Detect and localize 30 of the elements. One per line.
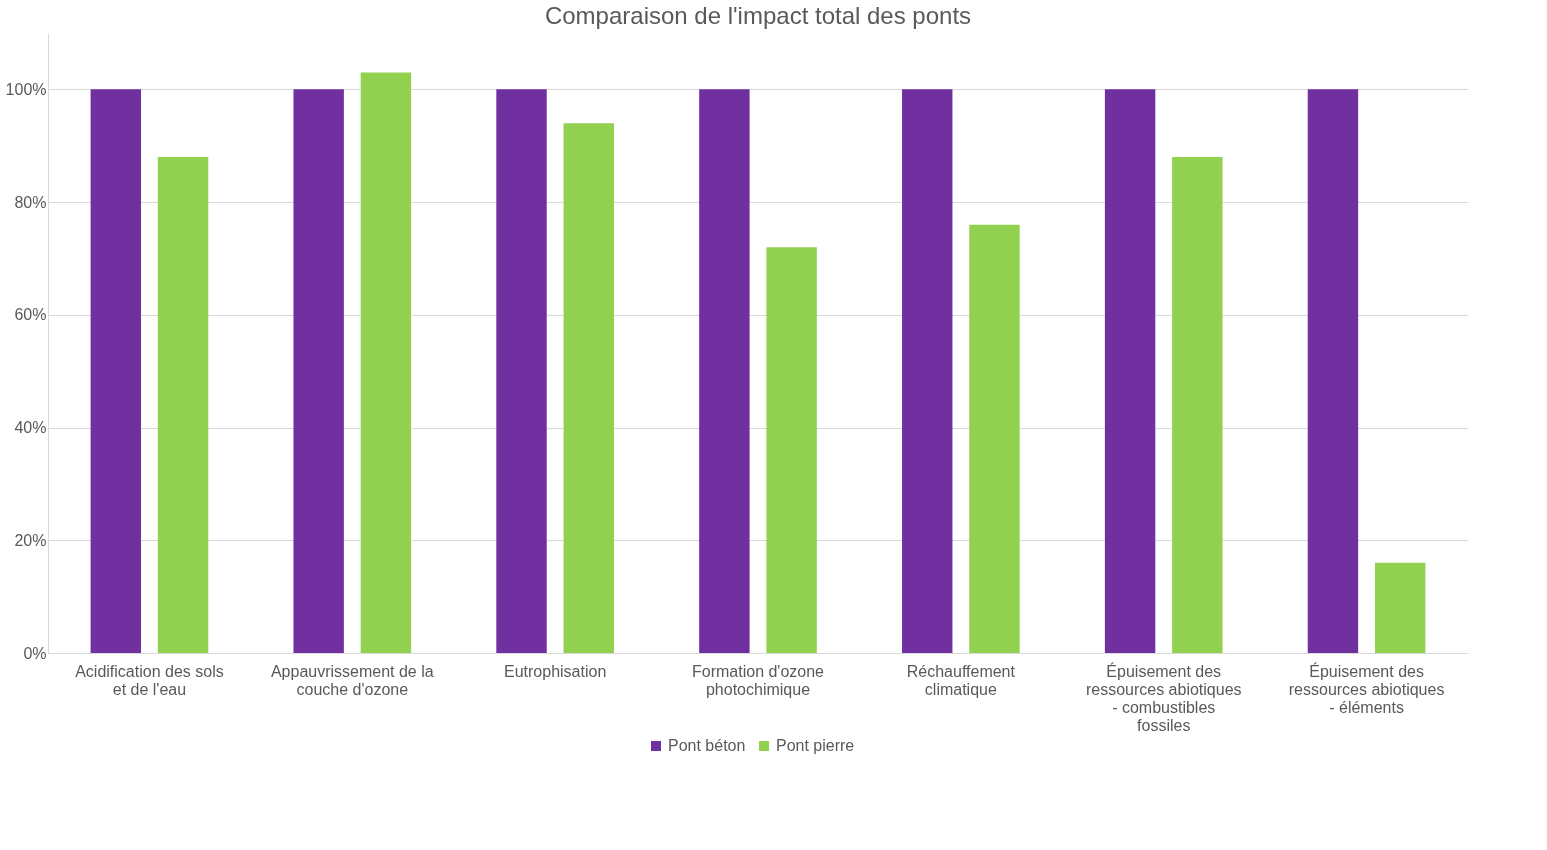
y-tick-label: 100%: [5, 80, 47, 98]
bar: [969, 224, 1020, 653]
bar: [1307, 89, 1359, 653]
y-tick-label: 0%: [23, 644, 47, 662]
bar: [1172, 157, 1223, 653]
bar: [1374, 562, 1426, 653]
x-tick-label: Acidification des sols et de l'eau: [75, 662, 224, 698]
bar: [563, 123, 614, 653]
x-tick-label: Appauvrissement de la couche d'ozone: [270, 662, 434, 698]
bar: [90, 89, 142, 653]
x-tick-label: Eutrophisation: [503, 662, 607, 680]
bar: [699, 89, 750, 653]
y-tick-label: 80%: [14, 193, 47, 211]
y-tick-label: 20%: [14, 531, 47, 549]
legend-label: Pont béton: [668, 737, 746, 754]
legend-label: Pont pierre: [776, 737, 855, 754]
bar: [902, 89, 953, 653]
x-tick-label: Réchauffement climatique: [906, 662, 1016, 698]
bar: [157, 157, 209, 653]
x-tick-label: Épuisement des ressources abiotiques - combustibles fossiles: [1085, 661, 1242, 734]
x-tick-label: Formation d'ozone photochimique: [691, 662, 825, 698]
bar: [360, 72, 412, 653]
bar: [496, 89, 547, 653]
y-tick-label: 60%: [14, 306, 47, 324]
bar: [293, 89, 344, 653]
bar: [766, 247, 817, 653]
bar: [1104, 89, 1156, 653]
x-tick-label: Épuisement des ressources abiotiques - éléments: [1288, 661, 1445, 716]
chart-title: Comparaison de l'impact total des ponts: [544, 2, 972, 29]
y-tick-label: 40%: [14, 419, 47, 437]
